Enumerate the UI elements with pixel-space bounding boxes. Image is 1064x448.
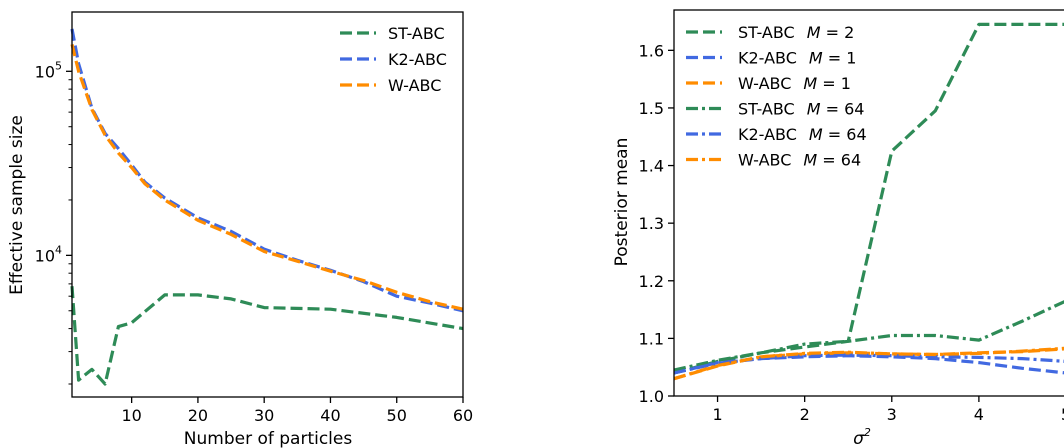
right-series-line-st-abc-m64 xyxy=(673,300,1064,372)
left-x-tick-label: 60 xyxy=(453,406,473,425)
left-y-tick-exponent: 5 xyxy=(55,59,62,72)
right-legend-label: W-ABC M = 1 xyxy=(738,74,851,93)
left-series-line-w-abc xyxy=(70,44,464,311)
right-legend-m-value: = 1 xyxy=(823,49,857,68)
right-legend-m-value: = 64 xyxy=(817,151,861,170)
right-y-tick-label: 1.4 xyxy=(639,157,664,176)
left-y-axis-label: Effective sample size xyxy=(7,115,27,295)
right-legend-m-symbol: M xyxy=(809,49,823,68)
left-series-line-st-abc xyxy=(70,286,464,386)
right-y-tick-label: 1.2 xyxy=(639,272,664,291)
right-legend-label: ST-ABC M = 64 xyxy=(738,100,864,119)
right-x-tick-label: 1 xyxy=(712,405,722,424)
left-x-tick-label: 20 xyxy=(188,406,208,425)
left-x-ticks: 10 20 30 40 50 60 xyxy=(121,397,473,425)
right-x-axis-label-main: σ xyxy=(853,429,865,448)
left-y-tick-exponent: 4 xyxy=(55,243,62,256)
right-legend-m-value: = 2 xyxy=(821,23,855,42)
left-legend-label: K2-ABC xyxy=(388,50,447,69)
right-y-axis-label: Posterior mean xyxy=(612,138,632,267)
right-series-line-k2-abc-m64 xyxy=(673,353,1064,375)
right-y-tick-label: 1.3 xyxy=(639,214,664,233)
right-y-tick-label: 1.0 xyxy=(639,387,664,406)
right-y-tick-label: 1.5 xyxy=(639,99,664,118)
right-legend-label: W-ABC M = 64 xyxy=(738,151,861,170)
right-legend-method: W-ABC xyxy=(738,74,791,93)
left-legend: ST-ABC K2-ABC W-ABC xyxy=(340,24,447,95)
right-legend: ST-ABC M = 2K2-ABC M = 1W-ABC M = 1ST-ABC M … xyxy=(686,23,867,170)
right-x-axis-label-superscript: 2 xyxy=(864,426,871,439)
left-plot-frame xyxy=(71,11,464,398)
right-x-tick-label: 4 xyxy=(974,405,984,424)
right-series-lines xyxy=(673,22,1064,381)
left-y-tick-base: 10 xyxy=(35,246,55,265)
right-legend-m-symbol: M xyxy=(809,125,823,144)
right-legend-method: K2-ABC xyxy=(738,49,797,68)
right-plot-frame xyxy=(673,9,1064,397)
right-x-tick-label: 2 xyxy=(800,405,810,424)
right-legend-method: K2-ABC xyxy=(738,125,797,144)
right-legend-method: W-ABC xyxy=(738,151,791,170)
right-legend-method: ST-ABC xyxy=(738,23,795,42)
left-x-axis-label: Number of particles xyxy=(184,429,353,448)
right-legend-label: ST-ABC M = 2 xyxy=(738,23,854,42)
right-legend-m-value: = 64 xyxy=(823,125,867,144)
right-legend-label: K2-ABC M = 64 xyxy=(738,125,867,144)
right-legend-m-symbol: M xyxy=(803,74,817,93)
right-x-tick-label: 3 xyxy=(887,405,897,424)
right-y-tick-label: 1.1 xyxy=(639,329,664,348)
left-y-tick-label: 104 xyxy=(35,243,62,265)
left-y-tick-label: 105 xyxy=(35,59,62,81)
right-legend-label: K2-ABC M = 1 xyxy=(738,49,856,68)
left-x-tick-label: 10 xyxy=(121,406,141,425)
left-y-tick-base: 10 xyxy=(35,62,55,81)
right-y-ticks: 1.0 1.1 1.2 1.3 1.4 1.5 1.6 xyxy=(639,41,674,406)
right-x-tick-label: 5 xyxy=(1061,405,1064,424)
right-legend-method: ST-ABC xyxy=(738,100,795,119)
right-x-ticks: 1 2 3 4 5 xyxy=(712,396,1064,424)
right-series-line-w-abc-m64 xyxy=(673,346,1064,381)
chart-right: 12345 1.01.11.21.31.41.51.6 σ2 Posterior… xyxy=(612,9,1064,448)
left-x-tick-label: 40 xyxy=(320,406,340,425)
right-series-line-k2-abc-m1 xyxy=(673,354,1064,375)
right-legend-m-symbol: M xyxy=(807,23,821,42)
left-x-tick-label: 50 xyxy=(387,406,407,425)
left-x-tick-label: 30 xyxy=(254,406,274,425)
left-series-line-k2-abc xyxy=(70,28,464,313)
right-y-tick-label: 1.6 xyxy=(639,41,664,60)
right-legend-m-symbol: M xyxy=(803,151,817,170)
left-legend-label: W-ABC xyxy=(388,76,441,95)
right-legend-m-symbol: M xyxy=(807,100,821,119)
right-series-line-st-abc-m2 xyxy=(673,22,1064,375)
right-series-line-w-abc-m1 xyxy=(673,347,1064,381)
right-x-axis-label: σ2 xyxy=(853,426,871,448)
right-legend-m-value: = 1 xyxy=(817,74,851,93)
right-legend-m-value: = 64 xyxy=(821,100,865,119)
left-legend-label: ST-ABC xyxy=(388,24,445,43)
left-series-lines xyxy=(70,28,464,386)
